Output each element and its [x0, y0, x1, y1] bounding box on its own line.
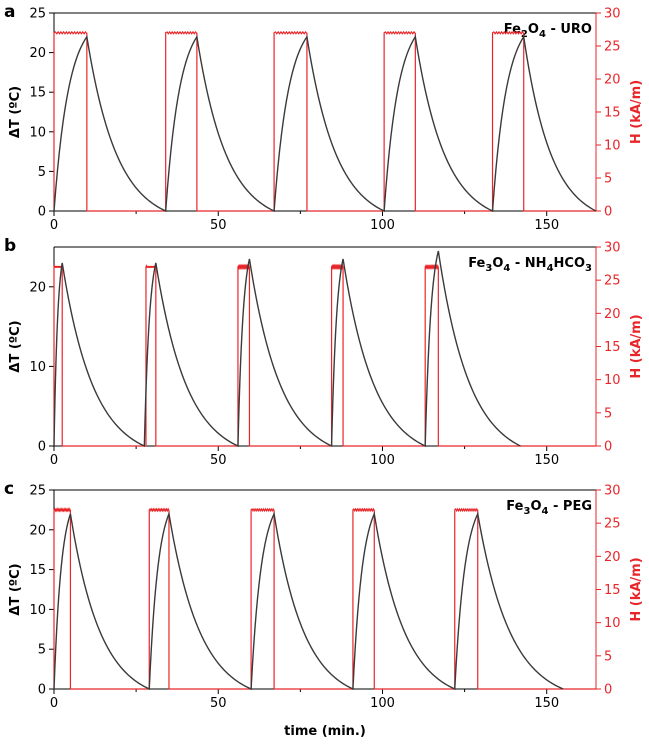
y-axis-right-label: H (kA/m): [629, 314, 644, 378]
y-right-tick-label: 30: [604, 484, 621, 499]
y-left-tick-label: 5: [38, 165, 46, 180]
x-tick-label: 150: [534, 696, 559, 711]
y-right-tick-label: 25: [604, 40, 621, 55]
y-left-tick-label: 15: [29, 86, 46, 101]
y-left-tick-label: 10: [29, 360, 46, 375]
y-right-tick-label: 15: [604, 583, 621, 598]
panel-c: 0 50 100 150 0 5 10 15 20 25 0 5 10 15 20 25 30 ΔT (ºC) H …: [4, 479, 644, 739]
x-tick-label: 150: [534, 453, 559, 468]
field-series-line: [53, 263, 596, 447]
x-tick-label: 100: [370, 453, 395, 468]
sample-annotation: Fe3O4 - PEG: [506, 499, 592, 517]
y-right-tick-label: 0: [604, 683, 612, 698]
field-series-line: [53, 30, 596, 212]
x-tick-label: 0: [50, 218, 58, 233]
field-series-line: [53, 507, 596, 690]
y-left-tick-label: 15: [29, 563, 46, 578]
y-left-tick-label: 10: [29, 125, 46, 140]
x-tick-label: 50: [210, 696, 227, 711]
y-right-tick-label: 15: [604, 340, 621, 355]
y-right-tick-label: 20: [604, 550, 621, 565]
y-right-tick-label: 5: [604, 172, 612, 187]
y-right-tick-label: 25: [604, 274, 621, 289]
y-right-tick-label: 0: [604, 440, 612, 455]
y-axis-right-label: H (kA/m): [629, 80, 644, 144]
panel-letter: c: [4, 479, 14, 499]
y-left-tick-label: 0: [38, 440, 46, 455]
y-right-tick-label: 5: [604, 406, 612, 421]
x-tick-label: 50: [210, 453, 227, 468]
y-left-tick-label: 10: [29, 603, 46, 618]
sample-annotation: Fe3O4 - NH4HCO3: [468, 256, 592, 274]
x-tick-label: 0: [50, 696, 58, 711]
y-right-tick-label: 0: [604, 205, 612, 220]
y-right-tick-label: 10: [604, 616, 621, 631]
y-axis-left-label: ΔT (ºC): [8, 320, 23, 372]
y-axis-left-label: ΔT (ºC): [8, 86, 23, 138]
panel-letter: b: [4, 236, 16, 256]
y-right-tick-label: 20: [604, 307, 621, 322]
y-left-tick-label: 25: [29, 7, 46, 22]
y-left-tick-label: 20: [29, 523, 46, 538]
y-right-tick-label: 30: [604, 7, 621, 22]
temperature-series-line: [53, 250, 521, 448]
y-right-tick-label: 25: [604, 517, 621, 532]
y-right-tick-label: 20: [604, 73, 621, 88]
x-tick-label: 150: [534, 218, 559, 233]
y-right-tick-label: 5: [604, 649, 612, 664]
panel-a: 0 50 100 150 0 5 10 15 20 25 0 5 10 15 20 25 30 ΔT (ºC) H …: [4, 2, 644, 233]
y-right-tick-label: 10: [604, 139, 621, 154]
temperature-series-line: [53, 34, 597, 213]
y-left-tick-label: 20: [29, 280, 46, 295]
sample-annotation: Fe2O4 - URO: [504, 22, 592, 40]
x-tick-label: 50: [210, 218, 227, 233]
x-tick-label: 0: [50, 453, 58, 468]
y-right-tick-label: 10: [604, 373, 621, 388]
y-left-tick-label: 5: [38, 643, 46, 658]
y-axis-left-label: ΔT (ºC): [8, 563, 23, 615]
panel-letter: a: [4, 2, 15, 22]
x-axis-label: time (min.): [284, 724, 366, 739]
temperature-series-line: [53, 511, 564, 691]
panel-b: 0 50 100 150 0 10 20 0 5 10 15 20 25 30 ΔT (ºC) H (kA/m…: [4, 236, 644, 468]
y-left-tick-label: 25: [29, 484, 46, 499]
y-left-tick-label: 0: [38, 205, 46, 220]
y-axis-right-label: H (kA/m): [629, 557, 644, 621]
y-right-tick-label: 30: [604, 241, 621, 256]
y-left-tick-label: 20: [29, 46, 46, 61]
x-tick-label: 100: [370, 696, 395, 711]
y-right-tick-label: 15: [604, 106, 621, 121]
y-left-tick-label: 0: [38, 683, 46, 698]
x-tick-label: 100: [370, 218, 395, 233]
